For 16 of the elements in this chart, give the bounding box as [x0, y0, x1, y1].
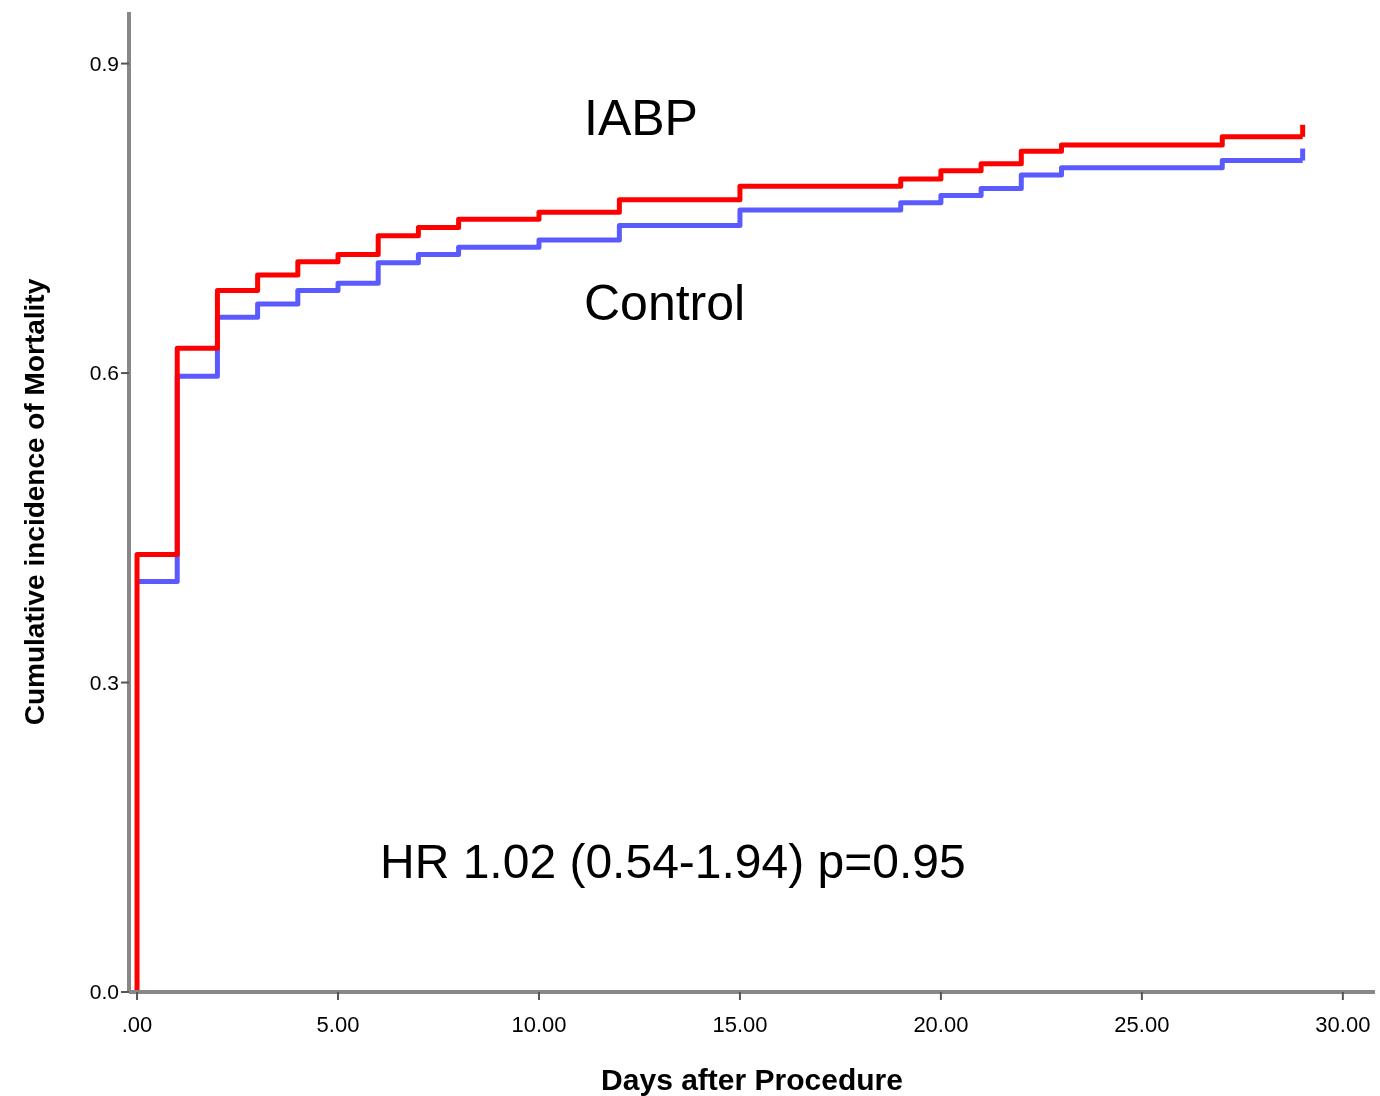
annotation: HR 1.02 (0.54-1.94) p=0.95: [380, 835, 966, 888]
y-tick-label: 0.3: [89, 670, 119, 694]
x-tick-label: 5.00: [316, 1012, 360, 1037]
x-tick-label: .00: [121, 1012, 153, 1037]
x-axis-title: Days after Procedure: [601, 1063, 903, 1096]
x-tick-label: 25.00: [1114, 1012, 1170, 1037]
y-tick-label: 0.9: [89, 51, 119, 75]
series-label: Control: [584, 275, 746, 331]
x-tick-label: 30.00: [1315, 1012, 1371, 1037]
y-tick-label: 0.6: [89, 361, 119, 385]
x-tick-label: 10.00: [511, 1012, 567, 1037]
y-tick-label: 0.0: [89, 980, 119, 1004]
x-tick-label: 20.00: [913, 1012, 969, 1037]
x-tick-label: 15.00: [712, 1012, 768, 1037]
series-label: IABP: [584, 90, 698, 146]
y-axis-title: Cumulative incidence of Mortality: [19, 278, 50, 726]
